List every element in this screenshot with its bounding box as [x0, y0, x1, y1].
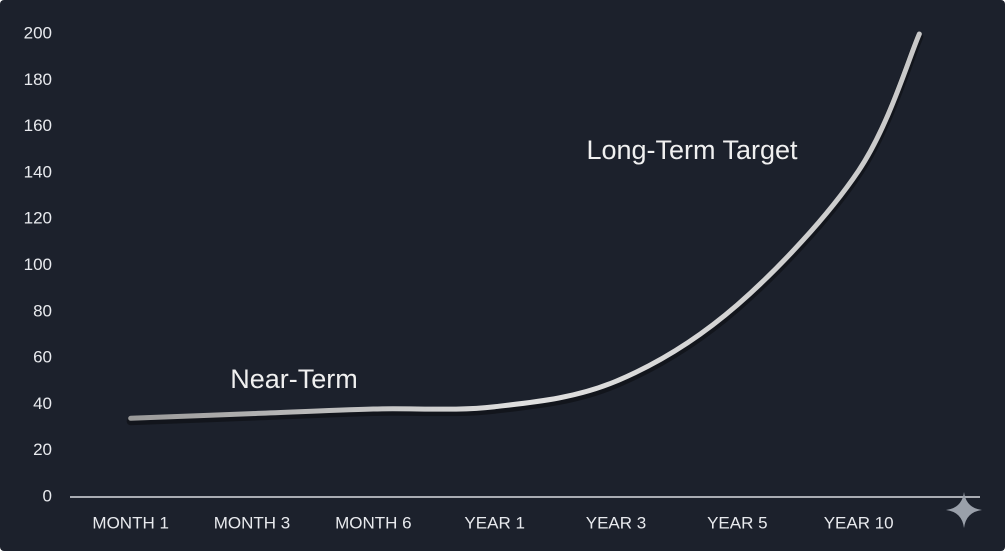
y-tick-label: 0: [43, 486, 52, 505]
y-tick-label: 140: [24, 162, 52, 181]
sparkle-icon: [946, 492, 982, 528]
x-tick-label: MONTH 1: [92, 513, 169, 532]
y-tick-label: 180: [24, 70, 52, 89]
line: [128, 31, 922, 421]
y-tick-label: 80: [33, 301, 52, 320]
x-tick-label: YEAR 5: [707, 513, 767, 532]
x-tick-label: MONTH 6: [335, 513, 412, 532]
y-tick-label: 200: [24, 23, 52, 42]
annotation: Long-Term Target: [586, 135, 798, 165]
y-tick-label: 40: [33, 394, 52, 413]
y-tick-label: 160: [24, 116, 52, 135]
y-tick-label: 120: [24, 209, 52, 228]
y-tick-label: 20: [33, 440, 52, 459]
x-tick-label: YEAR 3: [586, 513, 646, 532]
y-tick-label: 100: [24, 255, 52, 274]
x-tick-label: MONTH 3: [214, 513, 291, 532]
x-tick-label: YEAR 10: [824, 513, 894, 532]
x-tick-label: YEAR 1: [464, 513, 524, 532]
y-tick-label: 60: [33, 348, 52, 367]
annotation: Near-Term: [230, 364, 358, 394]
